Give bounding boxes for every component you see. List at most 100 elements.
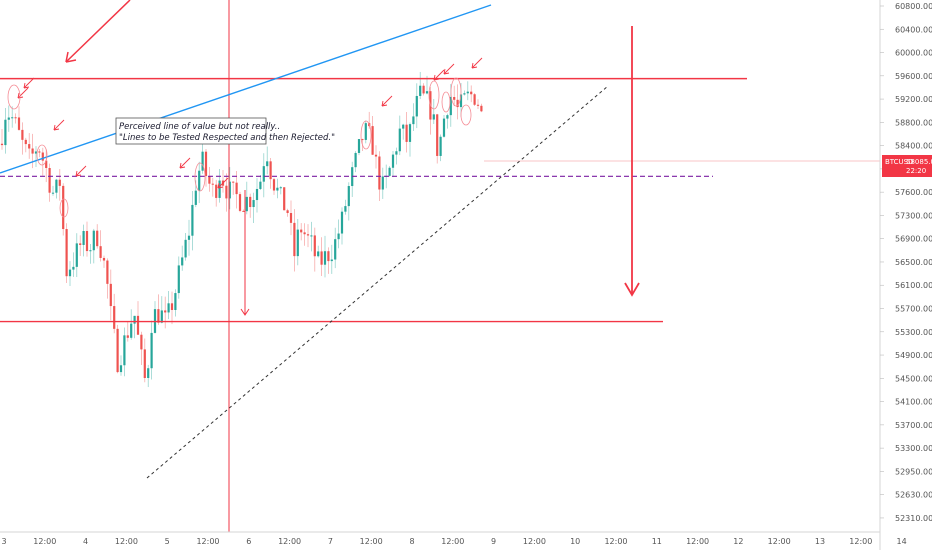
candle-body [446, 115, 449, 119]
candle-body [211, 183, 214, 185]
highlight-ellipse [450, 77, 462, 107]
candle-body [51, 192, 55, 194]
x-tick-label: 12:00 [686, 537, 709, 546]
rising-support-dotted [146, 85, 609, 479]
candle-body [449, 97, 452, 116]
candle-body [255, 188, 259, 201]
y-tick-label: 58800.00 [895, 118, 932, 127]
candle-body [218, 180, 221, 198]
x-tick-label: 12:00 [604, 537, 627, 546]
candle-body [269, 161, 272, 180]
pointer-arrow-head [433, 74, 440, 81]
highlight-ellipse [360, 120, 372, 150]
candle-body [381, 176, 384, 190]
x-tick-label: 13 [815, 537, 825, 546]
candle-body [62, 185, 65, 230]
candle-body [31, 148, 34, 154]
candle-body [72, 266, 75, 270]
x-tick-label: 5 [165, 537, 170, 546]
pointer-arrow [217, 177, 229, 189]
candle-body [187, 235, 191, 240]
pointer-arrow [53, 119, 65, 131]
y-tick-label: 53300.00 [895, 444, 932, 453]
y-tick-label: 54900.00 [895, 351, 932, 360]
candle-body [415, 95, 418, 117]
y-tick-label: 60400.00 [895, 25, 932, 34]
candle-body [167, 303, 170, 313]
x-tick-label: 3 [1, 537, 6, 546]
candle-body [408, 124, 412, 142]
x-tick-label: 12 [733, 537, 743, 546]
arrow-head-big-down [624, 282, 640, 297]
highlight-ellipse [59, 198, 69, 218]
candle-body [194, 190, 197, 205]
candle-body [215, 184, 218, 198]
candle-body [422, 85, 425, 94]
candle-body [334, 239, 337, 260]
candle-body [130, 323, 133, 338]
pointer-arrow [75, 165, 87, 177]
y-axis[interactable]: 60800.00 60400.00 60000.00 59600.00 59200.00… [880, 2, 932, 523]
candle-body [133, 315, 136, 324]
annotation: Perceived line of value but not really..… [115, 117, 335, 145]
trendline [0, 4, 492, 174]
x-tick-label: 12:00 [115, 537, 138, 546]
candle-body [466, 91, 469, 94]
y-tick-label: 59200.00 [895, 95, 932, 104]
annotation-line-2: "Lines to be Tested Respected and then R… [119, 133, 335, 143]
y-tick-label: 56900.00 [895, 235, 932, 244]
pointer-arrow-head [75, 170, 82, 177]
candle-body [4, 119, 7, 146]
candle-body [14, 117, 17, 119]
candle-body [364, 123, 367, 140]
candle-body [289, 213, 293, 223]
x-tick-label: 11 [652, 537, 662, 546]
candle-body [286, 210, 289, 214]
y-tick-label: 59600.00 [895, 72, 932, 81]
candle-body [157, 309, 160, 323]
y-tick-label: 56100.00 [895, 281, 932, 290]
plot-area [0, 0, 880, 532]
candle-body [28, 144, 31, 149]
x-tick-label: 12:00 [768, 537, 791, 546]
candle-body [402, 124, 405, 129]
candle-body [436, 114, 439, 156]
candle-body [116, 328, 119, 373]
y-tick-label: 60800.00 [895, 2, 932, 11]
highlight-ellipse [36, 144, 48, 166]
candle-body [17, 117, 21, 130]
candle-body [55, 179, 58, 193]
candle-body [357, 139, 361, 153]
candle-body [279, 187, 282, 189]
candle-body [419, 85, 422, 96]
pointer-arrow [443, 63, 455, 75]
annotation-line-1: Perceived line of value but not really.. [119, 122, 280, 132]
candle-body [262, 166, 265, 182]
candle-body [228, 181, 231, 199]
candle-body [96, 230, 99, 247]
candle-body [45, 160, 48, 168]
candle-body [272, 179, 276, 191]
candle-body [184, 239, 187, 258]
candle-body [65, 229, 68, 277]
candle-body [378, 156, 381, 190]
candle-body [300, 229, 303, 233]
candle-body [470, 91, 473, 95]
x-axis[interactable]: 3 12:00 4 12:00 5 12:00 6 12:00 7 12:00 8 12:00 9 12:… [1, 537, 906, 546]
candle-body [245, 196, 248, 212]
candle-body [140, 334, 143, 350]
candle-body [0, 143, 4, 146]
candle-body [204, 151, 208, 177]
arrow-head-small-down [240, 308, 250, 316]
x-tick-label: 12:00 [849, 537, 872, 546]
drawings [0, 0, 880, 532]
y-tick-label: 54100.00 [895, 398, 932, 407]
pointer-arrow [179, 157, 191, 169]
candle-body [371, 126, 374, 155]
arrow-shaft-top [65, 0, 131, 63]
candle-body [92, 230, 95, 251]
x-tick-label: 9 [491, 537, 496, 546]
y-tick-label: 55700.00 [895, 305, 932, 314]
pointer-arrow-head [217, 182, 224, 189]
